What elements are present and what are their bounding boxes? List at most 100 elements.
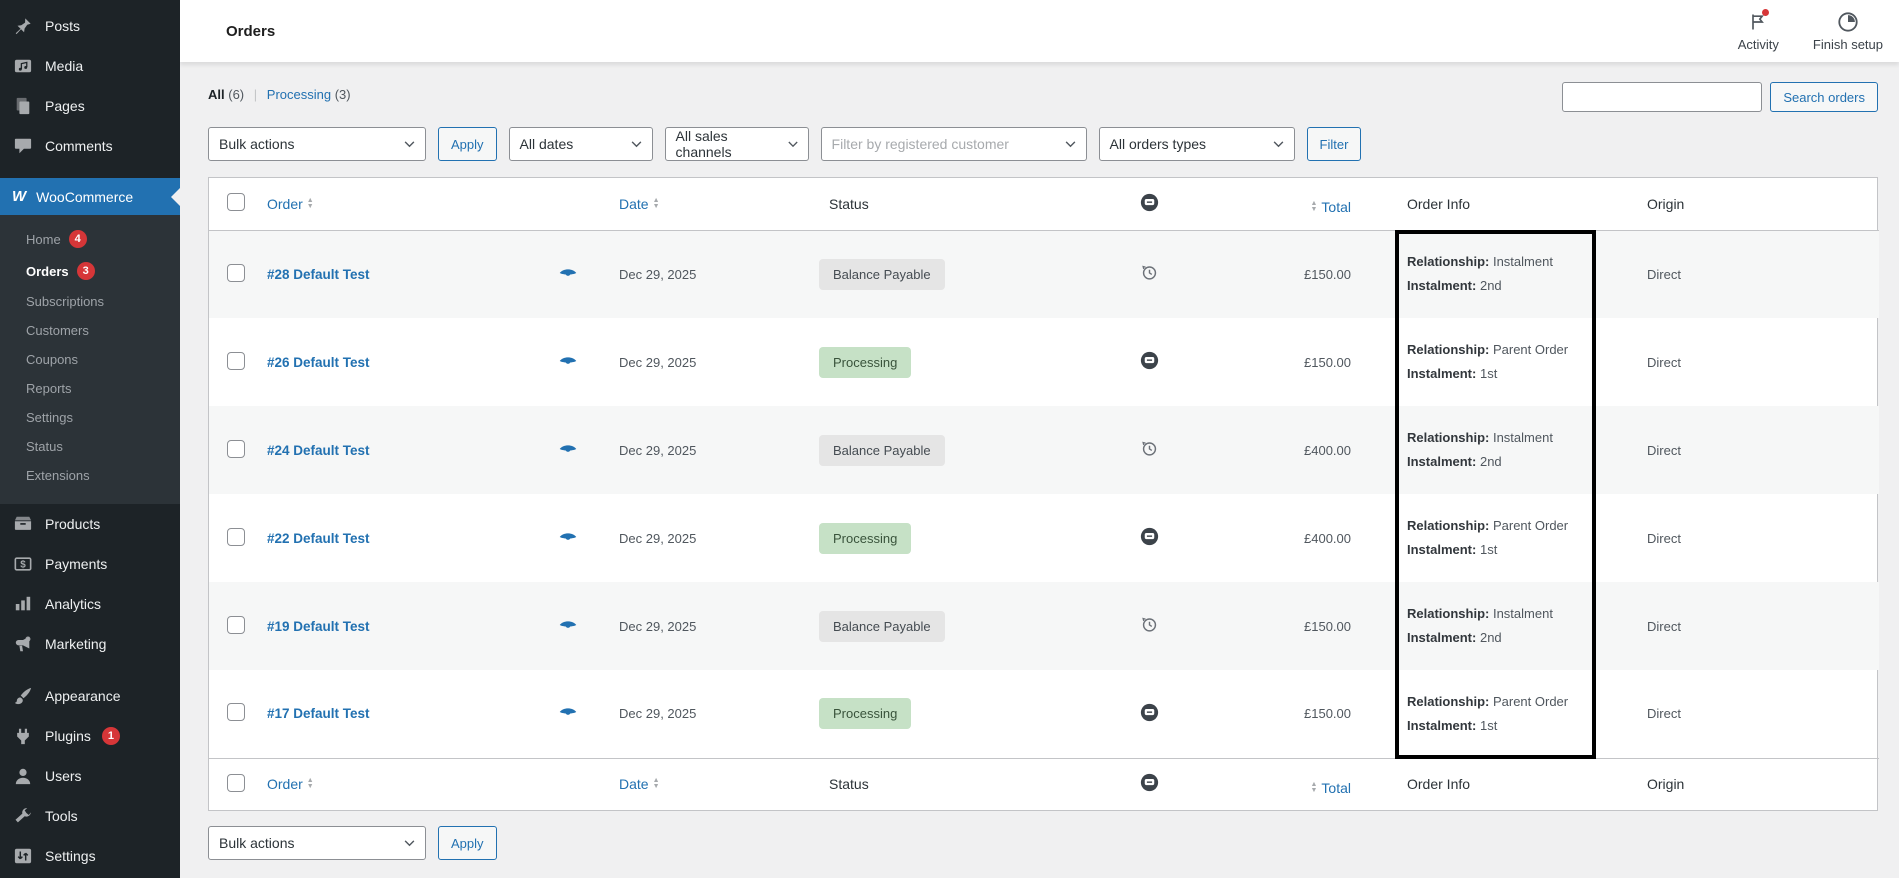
order-link[interactable]: #19 Default Test [267,618,370,634]
view-processing-link[interactable]: Processing [266,87,332,102]
order-origin: Direct [1647,266,1681,282]
preview-eye-icon[interactable] [559,267,577,279]
row-checkbox[interactable] [227,615,245,634]
row-checkbox[interactable] [227,263,245,282]
order-origin: Direct [1647,618,1681,634]
row-checkbox[interactable] [227,703,245,722]
sidebar-item-comments[interactable]: Comments [0,126,180,166]
bulk-actions-select[interactable]: Bulk actions [208,127,426,161]
sidebar-item-label: Products [45,516,101,532]
order-total: £150.00 [1304,618,1351,634]
sidebar-item-products[interactable]: Products [0,504,180,544]
finish-setup-button[interactable]: Finish setup [1813,10,1883,52]
dates-filter-select[interactable]: All dates [508,127,653,161]
status-badge: Balance Payable [819,610,945,642]
sidebar-item-orders[interactable]: Orders 3 [0,255,180,287]
sidebar-item-label: Appearance [45,688,121,704]
sidebar-item-woocommerce[interactable]: W WooCommerce [0,178,180,215]
activity-button[interactable]: Activity [1738,9,1779,52]
table-header-row: Order ▲ ▼ Date ▲ ▼ Status ▲ ▼ Total Order Info… [209,178,1879,231]
preview-eye-icon[interactable] [559,619,577,631]
order-date: Dec 29, 2025 [619,442,697,458]
sort-total-header[interactable]: ▲ ▼ Total [1310,779,1351,796]
preview-eye-icon[interactable] [559,443,577,455]
sidebar-item-analytics[interactable]: Analytics [0,584,180,624]
order-link[interactable]: #24 Default Test [267,442,370,458]
apply-button-bottom[interactable]: Apply [438,826,497,860]
sort-arrows-icon: ▲ ▼ [1310,780,1318,794]
sidebar-item-users[interactable]: Users [0,756,180,796]
bulk-actions-select-bottom[interactable]: Bulk actions [208,826,426,860]
sort-total-header[interactable]: ▲ ▼ Total [1310,199,1351,216]
order-info-cell: Relationship: Instalment Instalment: 2nd [1407,606,1553,645]
order-date: Dec 29, 2025 [619,266,697,282]
clock-history-icon [1141,616,1158,633]
sort-order-header[interactable]: Order ▲ ▼ [267,776,314,793]
order-link[interactable]: #28 Default Test [267,266,370,282]
sidebar-item-wc-settings[interactable]: Settings [26,410,73,425]
preview-eye-icon[interactable] [559,355,577,367]
sidebar-item-settings[interactable]: Settings [0,836,180,876]
sidebar-item-label: Settings [45,848,96,864]
orders-content: All (6) | Processing (3) Search orders B… [180,62,1899,860]
media-icon [12,56,34,76]
sidebar-item-coupons[interactable]: Coupons [26,352,79,367]
order-total: £150.00 [1304,354,1351,370]
sort-order-header[interactable]: Order ▲ ▼ [267,195,314,212]
sidebar-item-customers[interactable]: Customers [26,323,89,338]
finish-setup-label: Finish setup [1812,37,1883,52]
select-all-checkbox[interactable] [227,193,245,212]
sidebar-item-status[interactable]: Status [26,439,63,454]
svg-text:$: $ [20,560,26,571]
sort-arrows-icon: ▲ ▼ [306,196,314,210]
preview-eye-icon[interactable] [559,531,577,543]
sidebar-item-payments[interactable]: $ Payments [0,544,180,584]
sidebar-item-posts[interactable]: Posts [0,6,180,46]
sort-date-header[interactable]: Date ▲ ▼ [619,776,660,793]
order-link[interactable]: #26 Default Test [267,354,370,370]
order-total: £150.00 [1304,706,1351,722]
filter-button[interactable]: Filter [1306,127,1362,161]
status-badge: Processing [819,698,912,730]
sales-channels-filter-select[interactable]: All sales channels [664,127,809,161]
topbar: Orders Activity Finish setup [180,0,1899,62]
users-icon [12,766,34,786]
order-note-icon [1140,773,1159,792]
sidebar-item-appearance[interactable]: Appearance [0,676,180,716]
row-checkbox[interactable] [227,351,245,370]
sidebar-item-home[interactable]: Home 4 [0,223,180,255]
order-link[interactable]: #22 Default Test [267,530,370,546]
view-all-link[interactable]: All [208,87,225,102]
sidebar-item-label: Analytics [45,596,102,612]
sidebar-item-plugins[interactable]: Plugins 1 [0,716,180,756]
sidebar-item-marketing[interactable]: Marketing [0,624,180,664]
row-checkbox[interactable] [227,439,245,458]
preview-eye-icon[interactable] [559,706,577,718]
sidebar-item-tools[interactable]: Tools [0,796,180,836]
select-all-checkbox[interactable] [227,773,245,792]
clock-history-icon [1141,440,1158,457]
order-types-filter-select[interactable]: All orders types [1098,127,1295,161]
sidebar-item-reports[interactable]: Reports [26,381,72,396]
order-origin: Direct [1647,354,1681,370]
apply-button[interactable]: Apply [438,127,497,161]
order-info-cell: Relationship: Instalment Instalment: 2nd [1407,430,1553,469]
origin-header: Origin [1647,195,1685,212]
status-views: All (6) | Processing (3) [208,87,351,102]
order-row: #24 Default Test Dec 29, 2025 Balance Pa… [209,406,1879,494]
order-info-cell: Relationship: Instalment Instalment: 2nd [1407,254,1553,294]
search-orders-button[interactable]: Search orders [1770,82,1878,112]
sort-date-header[interactable]: Date ▲ ▼ [619,195,660,212]
registered-customer-filter-select[interactable]: Filter by registered customer [820,127,1087,161]
sidebar-item-media[interactable]: Media [0,46,180,86]
pushpin-icon [12,16,34,36]
sidebar-item-subscriptions[interactable]: Subscriptions [26,294,105,309]
sort-arrows-icon: ▲ ▼ [1310,200,1318,214]
sidebar-item-pages[interactable]: Pages [0,86,180,126]
row-checkbox[interactable] [227,527,245,546]
sidebar-item-extensions[interactable]: Extensions [26,468,90,483]
comments-icon [12,136,34,156]
order-link[interactable]: #17 Default Test [267,706,370,722]
woocommerce-icon: W [12,188,27,205]
search-orders-input[interactable] [1562,82,1763,112]
